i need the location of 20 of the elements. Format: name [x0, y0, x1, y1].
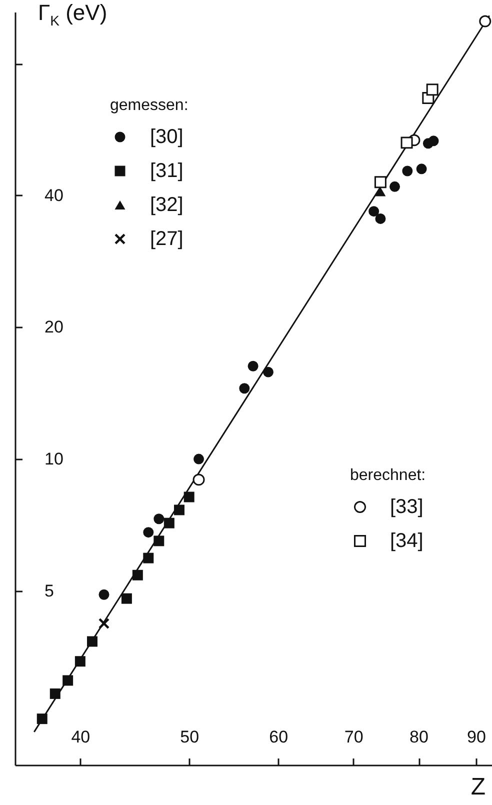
legend-label: [34] — [390, 530, 424, 552]
x-tick-label: 50 — [180, 728, 200, 746]
text: berechnet: — [350, 467, 426, 484]
y-tick-label: 10 — [44, 450, 64, 469]
y-tick-label: 5 — [44, 581, 54, 600]
x-tick-label: 80 — [410, 728, 428, 746]
x-tick-label: 40 — [71, 728, 90, 746]
x-tick-label: 60 — [269, 728, 288, 746]
legend-label: [30] — [150, 126, 184, 148]
text: gemessen: — [110, 97, 188, 114]
x-tick-label: 70 — [344, 728, 364, 746]
y-axis-title: Γ$_{K}$ (eV) — [38, 0, 108, 28]
x-tick-label: 90 — [467, 728, 486, 746]
legend-label: [31] — [150, 160, 184, 182]
x-axis-title: Z — [470, 774, 486, 800]
legend-label: [33] — [390, 496, 424, 518]
y-tick-label: 40 — [44, 186, 64, 205]
y-tick-label: 20 — [44, 318, 64, 337]
legend-label: [32] — [150, 194, 184, 216]
legend-label: [27] — [150, 228, 184, 250]
